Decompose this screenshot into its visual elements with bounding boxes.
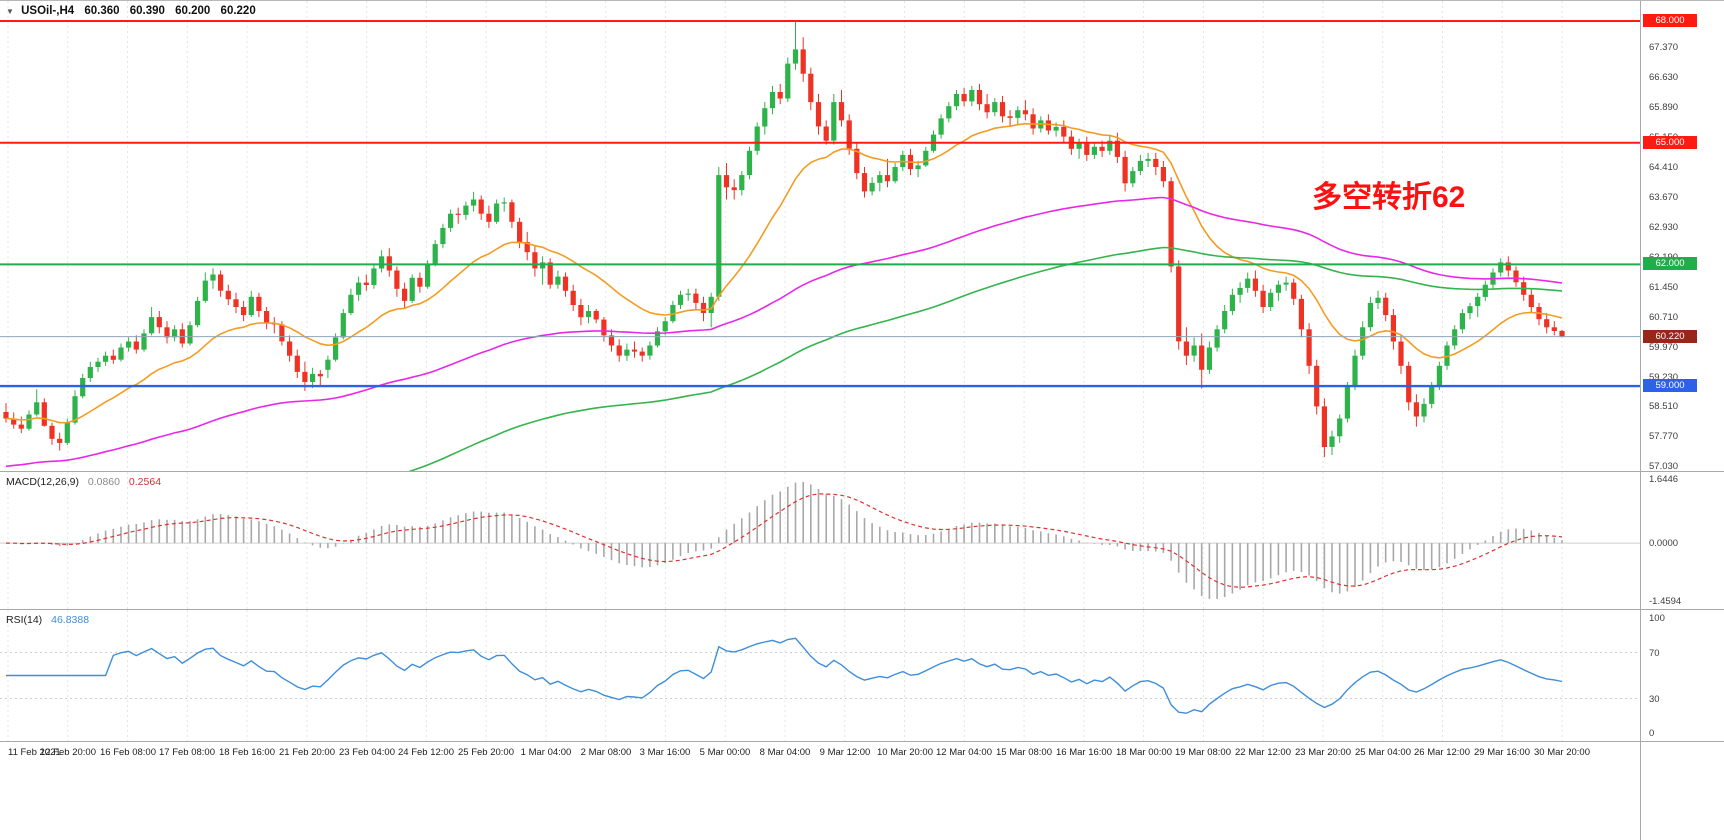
time-axis-label: 29 Mar 16:00 xyxy=(1474,747,1530,758)
price-tick-label: 57.030 xyxy=(1649,461,1679,472)
macd-axis-label: 0.0000 xyxy=(1649,538,1679,549)
macd-axis: 1.6446 0.0000 -1.4594 xyxy=(1641,472,1724,609)
panel-separator[interactable] xyxy=(0,609,1724,610)
rsi-axis-label: 100 xyxy=(1649,613,1665,624)
price-tick-label: 61.450 xyxy=(1649,282,1679,293)
price-tick-label: 66.630 xyxy=(1649,72,1679,83)
time-axis-label: 26 Mar 12:00 xyxy=(1414,747,1470,758)
macd-name: MACD(12,26,9) xyxy=(6,476,79,488)
axis-separator xyxy=(1640,1,1641,840)
time-axis-label: 12 Feb 20:00 xyxy=(40,747,96,758)
price-tick-label: 62.930 xyxy=(1649,222,1679,233)
price-tick-label: 63.670 xyxy=(1649,192,1679,203)
time-axis-label: 17 Feb 08:00 xyxy=(159,747,215,758)
time-axis-label: 12 Mar 04:00 xyxy=(936,747,992,758)
current-price-tag: 60.220 xyxy=(1643,330,1697,343)
price-tick-label: 65.890 xyxy=(1649,102,1679,113)
price-tick-label: 59.970 xyxy=(1649,342,1679,353)
macd-indicator-label: MACD(12,26,9) 0.0860 0.2564 xyxy=(6,476,161,488)
price-level-tag: 59.000 xyxy=(1643,379,1697,392)
price-chart-canvas[interactable] xyxy=(0,1,1640,471)
price-level-tag: 62.000 xyxy=(1643,257,1697,270)
macd-chart-canvas[interactable] xyxy=(0,472,1640,609)
price-tick-label: 64.410 xyxy=(1649,162,1679,173)
macd-signal-value: 0.2564 xyxy=(128,476,162,488)
rsi-value: 46.8388 xyxy=(51,614,90,626)
symbol-info-bar: ▼ USOil-,H4 60.360 60.390 60.200 60.220 xyxy=(6,5,256,17)
time-axis-label: 24 Feb 12:00 xyxy=(398,747,454,758)
panel-separator[interactable] xyxy=(0,471,1724,472)
time-axis-label: 18 Feb 16:00 xyxy=(219,747,275,758)
time-axis: 11 Feb 2021 12 Feb 20:00 16 Feb 08:00 17 Fe… xyxy=(0,742,1640,766)
price-level-tag: 65.000 xyxy=(1643,136,1697,149)
time-axis-label: 23 Mar 20:00 xyxy=(1295,747,1351,758)
rsi-axis-label: 70 xyxy=(1649,648,1660,659)
ohlc-close-value: 60.220 xyxy=(220,5,256,17)
time-axis-label: 8 Mar 04:00 xyxy=(759,747,811,758)
time-axis-label: 3 Mar 16:00 xyxy=(639,747,691,758)
time-axis-label: 22 Mar 12:00 xyxy=(1235,747,1291,758)
rsi-indicator-label: RSI(14) 46.8388 xyxy=(6,614,89,626)
expander-icon[interactable]: ▼ xyxy=(6,7,14,16)
price-annotation-text: 多空转折62 xyxy=(1312,181,1466,214)
rsi-axis-label: 0 xyxy=(1649,728,1655,739)
time-axis-label: 21 Feb 20:00 xyxy=(279,747,335,758)
time-axis-label: 1 Mar 04:00 xyxy=(520,747,572,758)
time-axis-label: 11 Feb 2021 xyxy=(8,747,61,758)
time-axis-label: 9 Mar 12:00 xyxy=(819,747,871,758)
price-tick-label: 58.510 xyxy=(1649,401,1679,412)
time-axis-label: 2 Mar 08:00 xyxy=(580,747,632,758)
time-axis-label: 18 Mar 00:00 xyxy=(1116,747,1172,758)
ohlc-low-value: 60.200 xyxy=(175,5,211,17)
price-axis: 67.37066.63065.89065.15064.41063.67062.9… xyxy=(1641,1,1724,472)
time-axis-label: 16 Mar 16:00 xyxy=(1056,747,1112,758)
time-axis-label: 16 Feb 08:00 xyxy=(100,747,156,758)
macd-axis-label: 1.6446 xyxy=(1649,474,1679,485)
time-axis-label: 30 Mar 20:00 xyxy=(1534,747,1590,758)
price-tick-label: 60.710 xyxy=(1649,312,1679,323)
ohlc-open-value: 60.360 xyxy=(84,5,120,17)
time-axis-label: 15 Mar 08:00 xyxy=(996,747,1052,758)
price-tick-label: 59.230 xyxy=(1649,372,1679,383)
time-axis-label: 10 Mar 20:00 xyxy=(877,747,933,758)
price-level-tag: 68.000 xyxy=(1643,14,1697,27)
time-axis-label: 19 Mar 08:00 xyxy=(1175,747,1231,758)
price-tick-label: 57.770 xyxy=(1649,431,1679,442)
time-axis-label: 25 Mar 04:00 xyxy=(1355,747,1411,758)
macd-main-value: 0.0860 xyxy=(87,476,120,488)
panel-separator xyxy=(0,741,1724,742)
time-axis-label: 25 Feb 20:00 xyxy=(458,747,514,758)
rsi-axis: 100 70 30 0 xyxy=(1641,610,1724,741)
price-tick-label: 67.370 xyxy=(1649,42,1679,53)
symbol-title: USOil-,H4 xyxy=(21,5,75,17)
rsi-name: RSI(14) xyxy=(6,614,43,626)
rsi-axis-label: 30 xyxy=(1649,694,1660,705)
time-axis-label: 5 Mar 00:00 xyxy=(699,747,751,758)
time-axis-label: 23 Feb 04:00 xyxy=(339,747,395,758)
ohlc-high-value: 60.390 xyxy=(129,5,165,17)
macd-axis-label: -1.4594 xyxy=(1649,596,1682,607)
rsi-chart-canvas[interactable] xyxy=(0,610,1640,741)
